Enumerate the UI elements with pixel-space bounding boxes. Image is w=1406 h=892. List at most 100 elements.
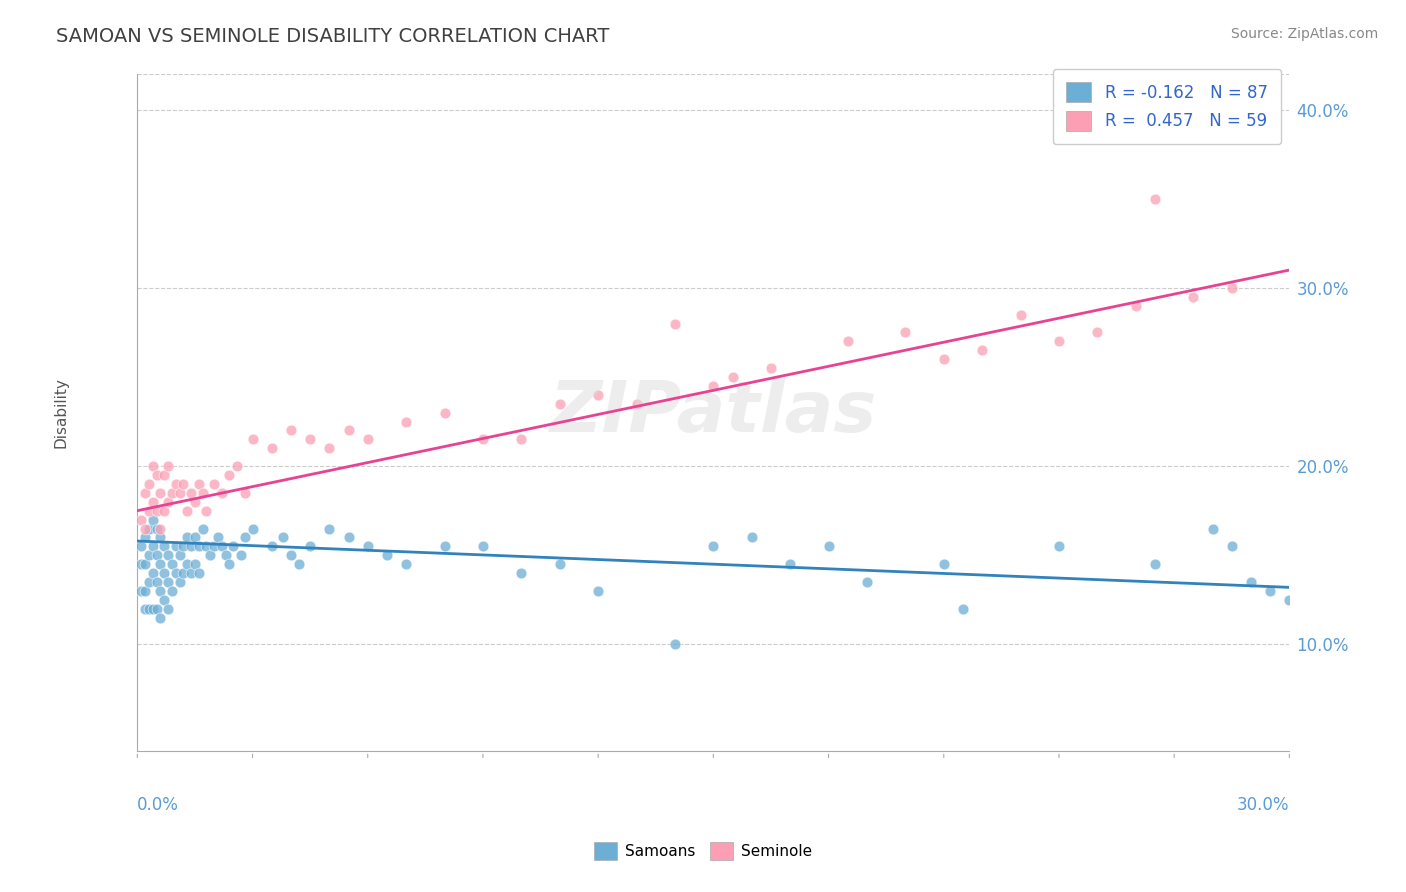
Samoans [202, 540, 225, 554]
Samoans [510, 566, 533, 580]
Seminole [260, 442, 283, 456]
Samoans [145, 548, 167, 562]
Seminole [157, 459, 180, 474]
Samoans [172, 566, 194, 580]
Samoans [187, 566, 209, 580]
Samoans [160, 583, 183, 598]
Samoans [280, 548, 302, 562]
Samoans [200, 548, 222, 562]
Samoans [138, 574, 160, 589]
Seminole [242, 433, 264, 447]
Seminole [233, 486, 256, 500]
Samoans [165, 566, 187, 580]
Seminole [191, 486, 214, 500]
Samoans [169, 574, 191, 589]
Seminole [142, 495, 165, 509]
Samoans [176, 557, 198, 571]
Seminole [1010, 308, 1032, 322]
Samoans [195, 540, 218, 554]
Seminole [153, 504, 176, 518]
Samoans [952, 601, 974, 615]
Samoans [337, 531, 360, 545]
Samoans [145, 601, 167, 615]
Samoans [1143, 557, 1166, 571]
Samoans [318, 522, 340, 536]
Samoans [157, 548, 180, 562]
Samoans [271, 531, 294, 545]
Samoans [134, 601, 156, 615]
Seminole [972, 343, 994, 358]
Seminole [157, 495, 180, 509]
Seminole [433, 406, 456, 420]
Seminole [149, 486, 172, 500]
Seminole [299, 433, 322, 447]
Samoans [176, 531, 198, 545]
Seminole [471, 433, 494, 447]
Samoans [187, 540, 209, 554]
Seminole [169, 486, 191, 500]
Samoans [157, 574, 180, 589]
Samoans [207, 531, 229, 545]
Seminole [138, 477, 160, 491]
Seminole [1220, 281, 1243, 295]
Samoans [149, 557, 172, 571]
Seminole [664, 317, 686, 331]
Samoans [218, 557, 240, 571]
Seminole [932, 352, 955, 367]
Samoans [138, 601, 160, 615]
Samoans [817, 540, 839, 554]
Seminole [1125, 299, 1147, 313]
Samoans [184, 557, 207, 571]
Text: 30.0%: 30.0% [1237, 796, 1289, 814]
Samoans [145, 522, 167, 536]
Seminole [702, 379, 724, 393]
Seminole [138, 504, 160, 518]
Samoans [233, 531, 256, 545]
Samoans [242, 522, 264, 536]
Seminole [172, 477, 194, 491]
Samoans [1220, 540, 1243, 554]
Samoans [157, 601, 180, 615]
Seminole [218, 468, 240, 483]
Samoans [184, 531, 207, 545]
Seminole [180, 486, 202, 500]
Samoans [741, 531, 763, 545]
Samoans [287, 557, 309, 571]
Seminole [318, 442, 340, 456]
Text: Disability: Disability [53, 377, 67, 448]
Seminole [1143, 192, 1166, 206]
Samoans [357, 540, 380, 554]
Seminole [145, 504, 167, 518]
Seminole [337, 424, 360, 438]
Seminole [176, 504, 198, 518]
Samoans [160, 557, 183, 571]
Samoans [142, 566, 165, 580]
Samoans [129, 557, 152, 571]
Samoans [1278, 592, 1301, 607]
Samoans [191, 522, 214, 536]
Legend: R = -0.162   N = 87, R =  0.457   N = 59: R = -0.162 N = 87, R = 0.457 N = 59 [1053, 69, 1281, 145]
Samoans [222, 540, 245, 554]
Samoans [165, 540, 187, 554]
Seminole [357, 433, 380, 447]
Samoans [172, 540, 194, 554]
Seminole [586, 388, 609, 402]
Seminole [160, 486, 183, 500]
Samoans [149, 531, 172, 545]
Seminole [184, 495, 207, 509]
Samoans [129, 583, 152, 598]
Seminole [149, 522, 172, 536]
Samoans [586, 583, 609, 598]
Seminole [626, 397, 648, 411]
Seminole [195, 504, 218, 518]
Samoans [138, 522, 160, 536]
Samoans [664, 637, 686, 651]
Seminole [129, 513, 152, 527]
Seminole [280, 424, 302, 438]
Seminole [548, 397, 571, 411]
Samoans [229, 548, 252, 562]
Samoans [180, 566, 202, 580]
Seminole [226, 459, 249, 474]
Samoans [395, 557, 418, 571]
Samoans [138, 548, 160, 562]
